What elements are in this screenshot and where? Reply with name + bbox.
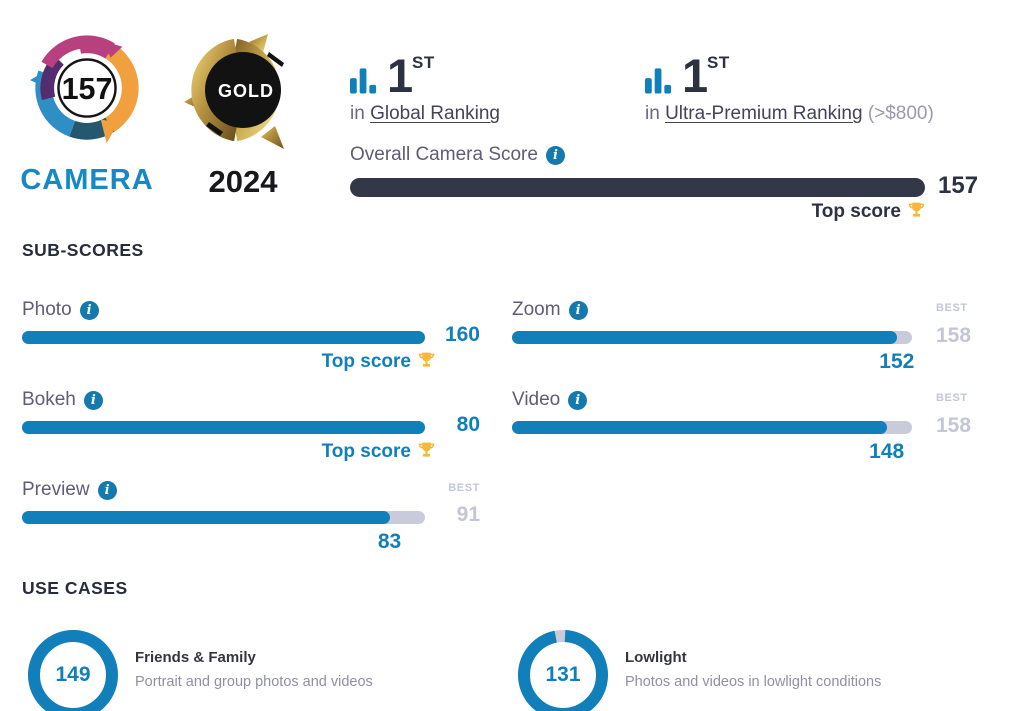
badge-score: 157 xyxy=(62,72,113,106)
use-case-gauge-friends-family: 149 xyxy=(27,629,119,711)
subscore-row-zoom: Zoom BEST 158 152 xyxy=(512,299,1012,379)
rank-prefix: in xyxy=(350,103,365,124)
score-bar xyxy=(512,331,912,344)
score-value: 160 xyxy=(444,323,480,346)
ultra-premium-ranking-block: 1 ST xyxy=(645,52,985,102)
info-icon[interactable] xyxy=(545,145,565,165)
subscore-row-photo: Photo 160 Top score xyxy=(22,299,502,379)
score-bar xyxy=(512,421,912,434)
gold-award-icon: GOLD xyxy=(184,34,284,149)
ultra-premium-ranking-caption: in Ultra-Premium Ranking (>$800) xyxy=(645,103,934,125)
overall-score-bar xyxy=(350,178,925,197)
overall-score-value: 157 xyxy=(938,172,979,199)
subscore-name: Bokeh xyxy=(22,389,76,410)
trophy-icon xyxy=(906,202,927,226)
score-bar xyxy=(22,331,425,344)
top-score-line: Top score xyxy=(22,440,437,467)
global-ranking-caption: in Global Ranking xyxy=(350,103,500,125)
top-score-label: Top score xyxy=(321,441,411,462)
use-case-score: 149 xyxy=(55,663,91,686)
price-note: (>$800) xyxy=(867,103,934,124)
ultra-premium-ranking-link[interactable]: Ultra-Premium Ranking xyxy=(665,103,863,124)
score-value: 148 xyxy=(869,440,905,463)
overall-top-score: Top score xyxy=(350,200,927,227)
use-cases-heading: USE CASES xyxy=(22,578,128,598)
rank-ordinal: ST xyxy=(412,53,435,72)
use-case-description: Photos and videos in lowlight conditions xyxy=(625,674,882,690)
best-value: 91 xyxy=(456,503,480,526)
use-case-gauge-lowlight: 131 xyxy=(517,629,609,711)
trophy-icon xyxy=(416,442,437,466)
top-score-line: Top score xyxy=(22,350,437,377)
trophy-icon xyxy=(416,352,437,376)
info-icon[interactable] xyxy=(568,390,588,410)
award-label: GOLD xyxy=(218,81,274,101)
top-score-label: Top score xyxy=(811,201,901,222)
bar-chart-icon xyxy=(350,66,379,99)
rank-number: 1 xyxy=(387,49,414,102)
score-bar xyxy=(22,511,425,524)
use-case-score: 131 xyxy=(545,663,581,686)
best-value: 158 xyxy=(936,324,972,347)
subscore-row-video: Video BEST 158 148 xyxy=(512,389,1012,469)
badge-product-label: CAMERA xyxy=(20,164,154,196)
sub-scores-heading: SUB-SCORES xyxy=(22,240,144,260)
use-case-description: Portrait and group photos and videos xyxy=(135,674,373,690)
donut-gauge-icon xyxy=(518,630,608,711)
global-ranking-block: 1 ST xyxy=(350,52,630,102)
subscore-row-bokeh: Bokeh 80 Top score xyxy=(22,389,502,469)
global-ranking-link[interactable]: Global Ranking xyxy=(370,103,500,124)
rank-ordinal: ST xyxy=(707,53,730,72)
subscore-name: Video xyxy=(512,389,561,410)
info-icon[interactable] xyxy=(568,300,588,320)
use-case-title: Friends & Family xyxy=(135,649,256,666)
subscore-name: Photo xyxy=(22,299,72,320)
info-icon[interactable] xyxy=(79,300,99,320)
score-value: 152 xyxy=(879,350,915,373)
best-label: BEST xyxy=(936,302,968,314)
subscore-name: Zoom xyxy=(512,299,561,320)
score-value: 83 xyxy=(377,530,402,553)
best-value: 158 xyxy=(936,414,972,437)
subscore-row-preview: Preview BEST 91 83 xyxy=(22,479,502,559)
info-icon[interactable] xyxy=(97,480,117,500)
award-year: 2024 xyxy=(208,164,278,199)
info-icon[interactable] xyxy=(83,390,103,410)
overall-score-label: Overall Camera Score xyxy=(350,144,538,165)
gold-award-badge: GOLD xyxy=(183,26,303,163)
score-value: 80 xyxy=(456,413,480,436)
rank-prefix: in xyxy=(645,103,660,124)
subscore-name: Preview xyxy=(22,479,90,500)
best-label: BEST xyxy=(936,392,968,404)
donut-gauge-icon xyxy=(27,630,118,711)
use-case-title: Lowlight xyxy=(625,649,687,666)
bar-chart-icon xyxy=(645,66,674,99)
camera-logo-icon: 157 xyxy=(29,35,139,144)
best-label: BEST xyxy=(448,482,480,494)
top-score-label: Top score xyxy=(321,351,411,372)
score-bar xyxy=(22,421,425,434)
rank-number: 1 xyxy=(682,49,709,102)
camera-score-badge: 157 xyxy=(28,30,146,157)
overall-score-label-row: Overall Camera Score xyxy=(350,144,565,166)
